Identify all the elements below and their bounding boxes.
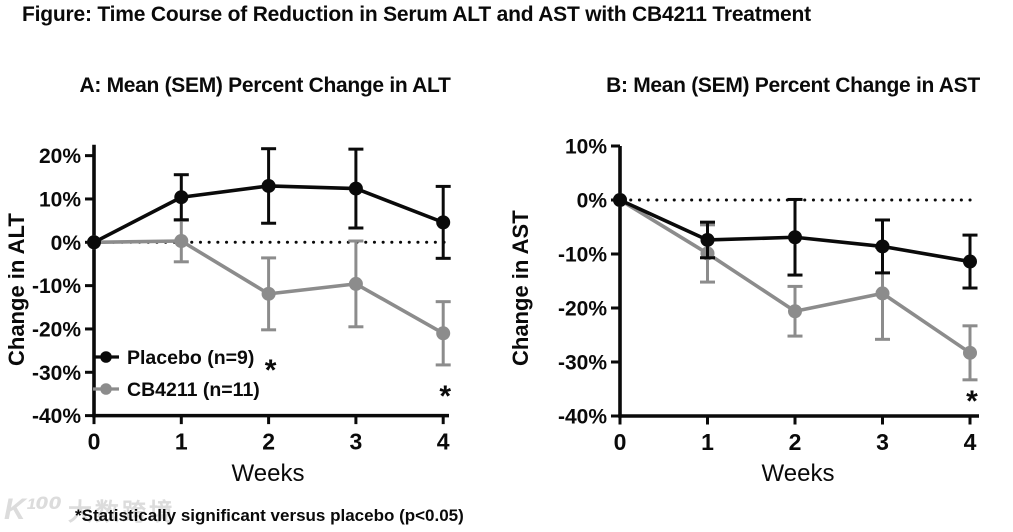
data-point-marker — [436, 215, 451, 230]
x-tick-label: 2 — [262, 429, 275, 455]
x-tick-label: 3 — [876, 429, 889, 455]
x-tick-label: 0 — [88, 429, 101, 455]
watermark: K¹⁰⁰ 大数跨境 — [4, 492, 176, 527]
watermark-text: 大数跨境 — [67, 499, 176, 526]
y-tick-label: 20% — [39, 145, 81, 168]
y-tick-label: 0% — [51, 232, 82, 255]
y-tick-label: -10% — [32, 275, 81, 298]
series-placebo-n-9- — [87, 147, 451, 260]
y-tick-label: 10% — [565, 136, 607, 159]
significance-footnote: *Statistically significant versus placeb… — [75, 506, 464, 525]
significance-asterisk: * — [966, 385, 978, 418]
y-tick-label: 10% — [39, 188, 81, 211]
data-point-marker — [963, 254, 977, 269]
y-tick-label: 0% — [577, 190, 608, 213]
significance-asterisk: * — [265, 354, 277, 387]
y-tick-label: -40% — [32, 405, 81, 428]
y-tick-label: -20% — [558, 298, 607, 321]
legend: Placebo (n=9) CB4211 (n=11) — [93, 347, 260, 401]
y-tick-label: -30% — [32, 362, 81, 385]
series-placebo-n-9- — [613, 193, 978, 290]
x-tick-label: 0 — [614, 429, 627, 455]
series-cb4211-n-11- — [87, 218, 451, 367]
legend-marker — [100, 383, 112, 395]
data-point-marker — [174, 234, 189, 249]
y-tick-label: -10% — [558, 244, 607, 267]
x-tick-label: 4 — [437, 429, 450, 455]
panel-a-title: A: Mean (SEM) Percent Change in ALT — [79, 74, 451, 97]
data-point-marker — [788, 230, 802, 245]
data-point-marker — [963, 345, 977, 360]
alt-chart: 20%10%0%-10%-20%-30%-40%0 1 2 3 4**Placebo (… — [32, 144, 451, 455]
ast-chart: 10% 0% -10% -20% -30% -40% 0 1 2 3 4 * — [558, 136, 979, 455]
data-point-marker — [348, 181, 363, 196]
x-tick-label: 2 — [789, 429, 802, 455]
significance-asterisk: * — [439, 380, 451, 413]
panel-b-x-axis-label: Weeks — [761, 460, 835, 487]
panel-b-title: B: Mean (SEM) Percent Change in AST — [606, 74, 980, 97]
data-point-marker — [174, 190, 189, 205]
x-tick-label: 4 — [964, 429, 977, 455]
data-point-marker — [875, 239, 890, 254]
panel-a-x-axis-label: Weeks — [231, 460, 305, 487]
data-point-marker — [87, 235, 101, 250]
data-point-marker — [788, 304, 802, 319]
x-tick-label: 1 — [175, 429, 188, 455]
watermark-logo-icon: K¹⁰⁰ — [4, 493, 62, 526]
data-point-marker — [613, 193, 627, 207]
y-tick-label: -40% — [558, 406, 607, 429]
data-point-marker — [348, 276, 363, 291]
data-point-marker — [875, 286, 890, 301]
legend-item-label: CB4211 (n=11) — [127, 379, 260, 401]
data-point-marker — [700, 232, 715, 247]
x-tick-label: 1 — [701, 429, 714, 455]
y-tick-label: -20% — [32, 318, 81, 341]
legend-item-label: Placebo (n=9) — [127, 347, 254, 369]
figure-title: Figure: Time Course of Reduction in Seru… — [22, 3, 811, 26]
legend-marker — [100, 351, 112, 363]
y-tick-label: -30% — [558, 352, 607, 375]
x-tick-label: 3 — [350, 429, 363, 455]
data-point-marker — [436, 326, 451, 341]
data-point-marker — [261, 178, 276, 193]
data-point-marker — [261, 286, 276, 301]
